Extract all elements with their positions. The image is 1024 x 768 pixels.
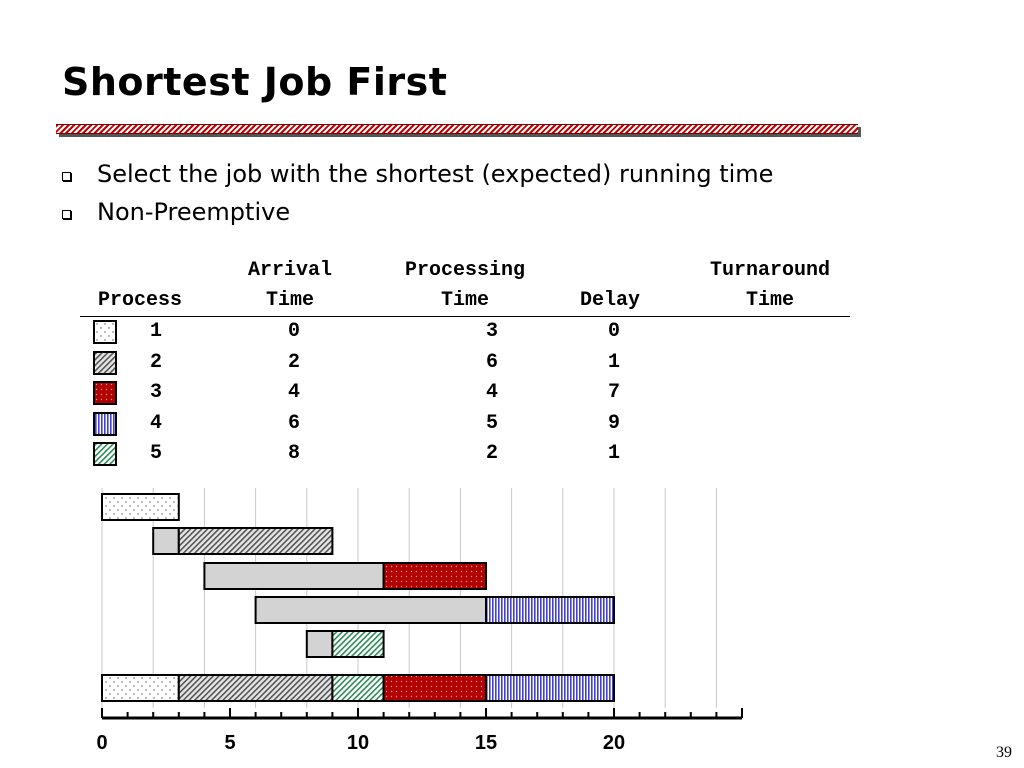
- table-row: 1 0 3 0: [80, 317, 850, 348]
- cell-process: 3: [149, 381, 162, 404]
- table-row: 3 4 4 7: [80, 378, 850, 409]
- header-turnaround-2: Time: [745, 289, 794, 312]
- table-header: Process Arrival Time Processing Time Del…: [80, 256, 850, 317]
- timeline-segment-1: [101, 674, 180, 702]
- cell-delay: 9: [607, 411, 620, 435]
- cell-processing: 2: [485, 442, 498, 465]
- bullet-item: Non-Preemptive: [62, 193, 773, 231]
- process-swatch: [93, 381, 117, 405]
- header-arrival-2: Time: [265, 289, 314, 312]
- run-bar-process-3: [382, 562, 488, 590]
- process-swatch: [93, 442, 117, 466]
- table-row: 4 6 5 9: [80, 409, 850, 440]
- cell-arrival: 6: [287, 411, 300, 435]
- timeline-segment-4: [485, 674, 615, 702]
- process-table: Process Arrival Time Processing Time Del…: [80, 256, 850, 470]
- wait-bar: [254, 596, 487, 624]
- process-swatch: [93, 320, 117, 344]
- bullet-text: Non-Preemptive: [97, 198, 291, 226]
- cell-process: 1: [149, 320, 162, 343]
- timeline-segment-5: [331, 674, 385, 702]
- cell-arrival: 0: [287, 320, 300, 343]
- header-delay: Delay: [579, 289, 640, 312]
- bullet-item: Select the job with the shortest (expect…: [62, 155, 773, 193]
- cell-processing: 4: [485, 381, 498, 404]
- run-bar-process-1: [101, 493, 180, 521]
- process-swatch: [93, 411, 117, 436]
- cell-arrival: 2: [287, 350, 300, 374]
- bullet-text: Select the job with the shortest (expect…: [97, 160, 774, 188]
- header-arrival-1: Arrival: [247, 259, 332, 282]
- x-tick-label: 5: [224, 732, 235, 754]
- cell-delay: 0: [607, 320, 620, 343]
- cell-process: 4: [149, 411, 162, 435]
- process-swatch: [93, 350, 117, 375]
- table-row: 5 8 2 1: [80, 439, 850, 470]
- run-bar-process-4: [485, 596, 615, 624]
- x-tick-label: 10: [347, 732, 369, 754]
- header-processing-1: Processing: [404, 259, 526, 282]
- header-process: Process: [97, 289, 182, 312]
- gantt-axis: 0 5 10 15 20: [96, 708, 743, 754]
- timeline-segment-2: [177, 674, 334, 702]
- cell-arrival: 8: [287, 442, 300, 465]
- slide-title: Shortest Job First: [62, 60, 448, 104]
- cell-process: 2: [149, 350, 162, 374]
- cell-processing: 6: [485, 350, 498, 374]
- cell-process: 5: [149, 442, 162, 465]
- square-bullet-icon: [62, 209, 71, 219]
- table-body: 1 0 3 0 2 2 6 1 3 4 4 7 4 6 5 9 5 8 2 1: [80, 317, 850, 470]
- title-underline: [56, 124, 858, 134]
- run-bar-process-5: [331, 630, 385, 658]
- x-tick-label: 15: [475, 732, 497, 754]
- cell-delay: 1: [607, 442, 620, 465]
- run-bar-process-2: [177, 527, 334, 555]
- timeline-segment-3: [382, 674, 488, 702]
- cell-delay: 7: [607, 381, 620, 404]
- gantt-bars: [101, 493, 615, 702]
- header-processing-2: Time: [440, 289, 489, 312]
- x-tick-label: 0: [96, 732, 107, 754]
- square-bullet-icon: [62, 171, 71, 181]
- page-number: 39: [996, 744, 1012, 761]
- wait-bar: [203, 562, 385, 590]
- x-tick-label: 20: [603, 732, 625, 754]
- cell-processing: 5: [485, 411, 498, 435]
- wait-bar: [152, 527, 180, 555]
- bullet-list: Select the job with the shortest (expect…: [62, 155, 773, 231]
- table-row: 2 2 6 1: [80, 348, 850, 379]
- wait-bar: [305, 630, 334, 658]
- cell-arrival: 4: [287, 381, 300, 404]
- header-turnaround-1: Turnaround: [709, 259, 831, 282]
- cell-processing: 3: [485, 320, 498, 343]
- cell-delay: 1: [607, 350, 620, 374]
